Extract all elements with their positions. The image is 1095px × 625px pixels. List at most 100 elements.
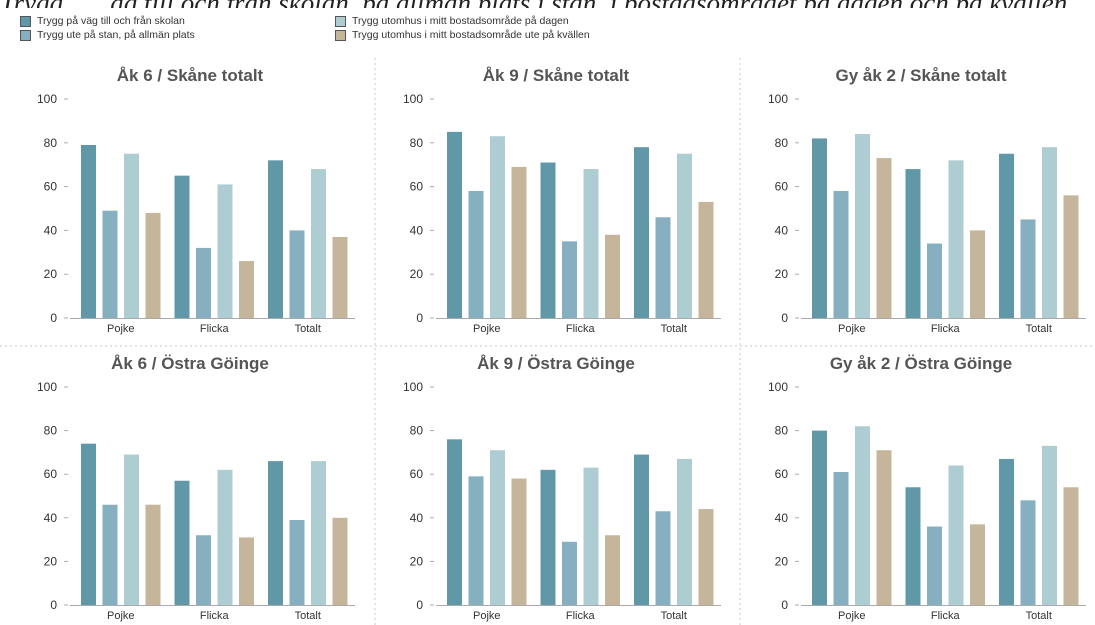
- bar: [289, 230, 305, 318]
- y-tick-label: 20: [44, 554, 58, 568]
- bar: [124, 454, 139, 605]
- bar: [970, 230, 985, 318]
- y-tick-label: 60: [44, 467, 58, 481]
- y-tick-label: 100: [768, 380, 788, 394]
- bar: [102, 504, 118, 605]
- legend-swatch: [335, 29, 346, 41]
- bar: [655, 511, 671, 605]
- bar: [905, 487, 921, 605]
- y-tick-label: 60: [410, 180, 424, 194]
- y-tick-label: 100: [768, 92, 788, 106]
- bar: [540, 162, 556, 318]
- legend-swatch: [20, 29, 31, 41]
- bar: [196, 247, 211, 318]
- bar: [833, 190, 849, 318]
- bar: [311, 461, 326, 605]
- bar: [447, 131, 462, 318]
- bar: [605, 234, 620, 318]
- bar: [833, 472, 849, 605]
- chart-panel: Åk 6 / Östra Göinge 0 20 40 60 80 100 Pojke Flic…: [37, 354, 355, 622]
- bar: [927, 243, 942, 318]
- y-tick-label: 80: [44, 136, 58, 150]
- bar: [540, 469, 556, 605]
- bar: [490, 450, 505, 605]
- x-category-label: Totalt: [661, 610, 687, 622]
- chart-panel: Gy åk 2 / Skåne totalt 0 20 40 60 80 100 Pojke F…: [768, 66, 1086, 335]
- bar: [855, 134, 870, 318]
- bar: [855, 426, 870, 605]
- bar: [468, 476, 484, 605]
- bar: [999, 458, 1014, 605]
- y-tick-label: 40: [44, 223, 58, 237]
- y-tick-label: 20: [410, 267, 424, 281]
- y-tick-label: 60: [775, 180, 789, 194]
- chart-title: Åk 6 / Skåne totalt: [117, 66, 264, 85]
- legend-label: Trygg utomhus i mitt bostadsområde ute p…: [352, 29, 590, 41]
- chart-title: Åk 9 / Östra Göinge: [477, 354, 635, 373]
- legend-label: Trygg på väg till och från skolan: [37, 15, 185, 27]
- legend-column-right: Trygg utomhus i mitt bostadsområde på da…: [335, 14, 590, 42]
- bar: [677, 153, 692, 318]
- bar: [332, 517, 348, 605]
- y-tick-label: 100: [37, 92, 57, 106]
- y-tick-label: 20: [775, 267, 789, 281]
- bar: [239, 261, 254, 318]
- chart-title: Åk 6 / Östra Göinge: [111, 354, 269, 373]
- bar: [268, 461, 283, 605]
- chart-panel: Åk 9 / Östra Göinge 0 20 40 60 80 100 Pojke Flic…: [403, 354, 721, 622]
- x-category-label: Totalt: [661, 323, 687, 335]
- x-category-label: Flicka: [200, 323, 230, 335]
- x-category-label: Pojke: [473, 610, 501, 622]
- bar: [174, 175, 190, 318]
- bar: [102, 210, 118, 318]
- bar: [812, 430, 827, 605]
- bar: [698, 509, 714, 605]
- legend-item: Trygg ute på stan, på allmän plats: [20, 28, 195, 42]
- bar: [196, 535, 211, 605]
- legend-item: Trygg utomhus i mitt bostadsområde på da…: [335, 14, 590, 28]
- chart-title: Gy åk 2 / Östra Göinge: [830, 354, 1012, 373]
- bar: [1020, 219, 1036, 318]
- x-category-label: Totalt: [1026, 610, 1052, 622]
- chart-title: Åk 9 / Skåne totalt: [483, 66, 630, 85]
- y-tick-label: 60: [44, 180, 58, 194]
- y-tick-label: 0: [416, 598, 423, 612]
- legend-item: Trygg utomhus i mitt bostadsområde ute p…: [335, 28, 590, 42]
- x-category-label: Flicka: [566, 323, 596, 335]
- chart-panel: Gy åk 2 / Östra Göinge 0 20 40 60 80 100 Pojke F…: [768, 354, 1086, 622]
- page-title: Trygg... ...äg till och från skolan, på …: [0, 0, 1095, 8]
- legend-column-left: Trygg på väg till och från skolan Trygg …: [20, 14, 195, 42]
- bar: [81, 144, 96, 318]
- bar: [511, 478, 527, 605]
- bar: [562, 541, 577, 605]
- bar: [605, 535, 620, 605]
- bar: [948, 465, 964, 605]
- bar: [124, 153, 139, 318]
- y-tick-label: 20: [44, 267, 58, 281]
- y-tick-label: 0: [781, 311, 788, 325]
- y-tick-label: 40: [775, 511, 789, 525]
- y-tick-label: 20: [410, 554, 424, 568]
- x-category-label: Pojke: [107, 610, 135, 622]
- bar: [289, 519, 305, 605]
- bar: [876, 450, 892, 605]
- bar: [1063, 487, 1079, 605]
- x-category-label: Flicka: [566, 610, 596, 622]
- bar: [583, 169, 599, 318]
- y-tick-label: 20: [775, 554, 789, 568]
- bar: [1063, 195, 1079, 318]
- bar: [999, 153, 1014, 318]
- x-category-label: Pojke: [838, 323, 866, 335]
- x-category-label: Pojke: [838, 610, 866, 622]
- y-tick-label: 80: [775, 136, 789, 150]
- bar: [239, 537, 254, 605]
- bar: [1042, 445, 1057, 605]
- bar: [145, 504, 161, 605]
- x-category-label: Flicka: [200, 610, 230, 622]
- y-tick-label: 40: [410, 511, 424, 525]
- bar: [812, 138, 827, 318]
- y-tick-label: 0: [50, 598, 57, 612]
- bar: [634, 454, 649, 605]
- bar: [970, 524, 985, 605]
- bar: [927, 526, 942, 605]
